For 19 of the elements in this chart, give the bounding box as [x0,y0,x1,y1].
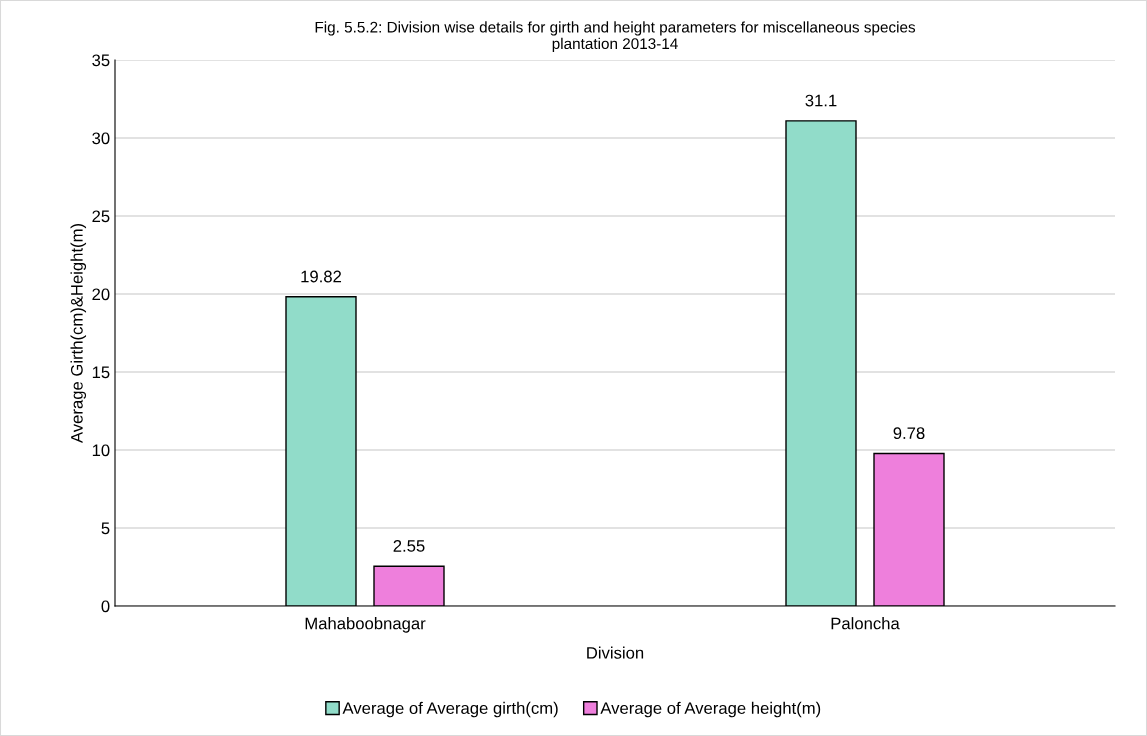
y-tick-label: 20 [92,288,110,301]
legend-label: Average of Average girth(cm) [342,701,558,718]
y-tick-label: 15 [92,366,110,379]
x-tick-label: Paloncha [831,617,900,630]
data-label: 9.78 [893,427,925,440]
y-tick-label: 5 [101,522,110,535]
y-tick-label: 25 [92,210,110,223]
y-tick-label: 10 [92,444,110,457]
data-label: 2.55 [393,540,425,552]
x-tick-label: Mahaboobnagar [305,617,426,633]
data-label: 31.1 [805,94,837,107]
y-tick-label: 0 [101,600,110,613]
x-axis-title: Division [587,646,644,659]
y-tick-label: 35 [92,54,110,67]
chart-title: Fig. 5.5.2: Division wise details for girth and height parameters for miscellaneous species plantation 2013-14 [315,21,916,53]
y-tick-label: 30 [92,132,110,145]
y-axis-title: Average Girth(cm)&Height(m) [70,223,87,444]
legend-label: Average of Average height(m) [600,701,821,718]
data-label: 19.82 [301,270,342,283]
